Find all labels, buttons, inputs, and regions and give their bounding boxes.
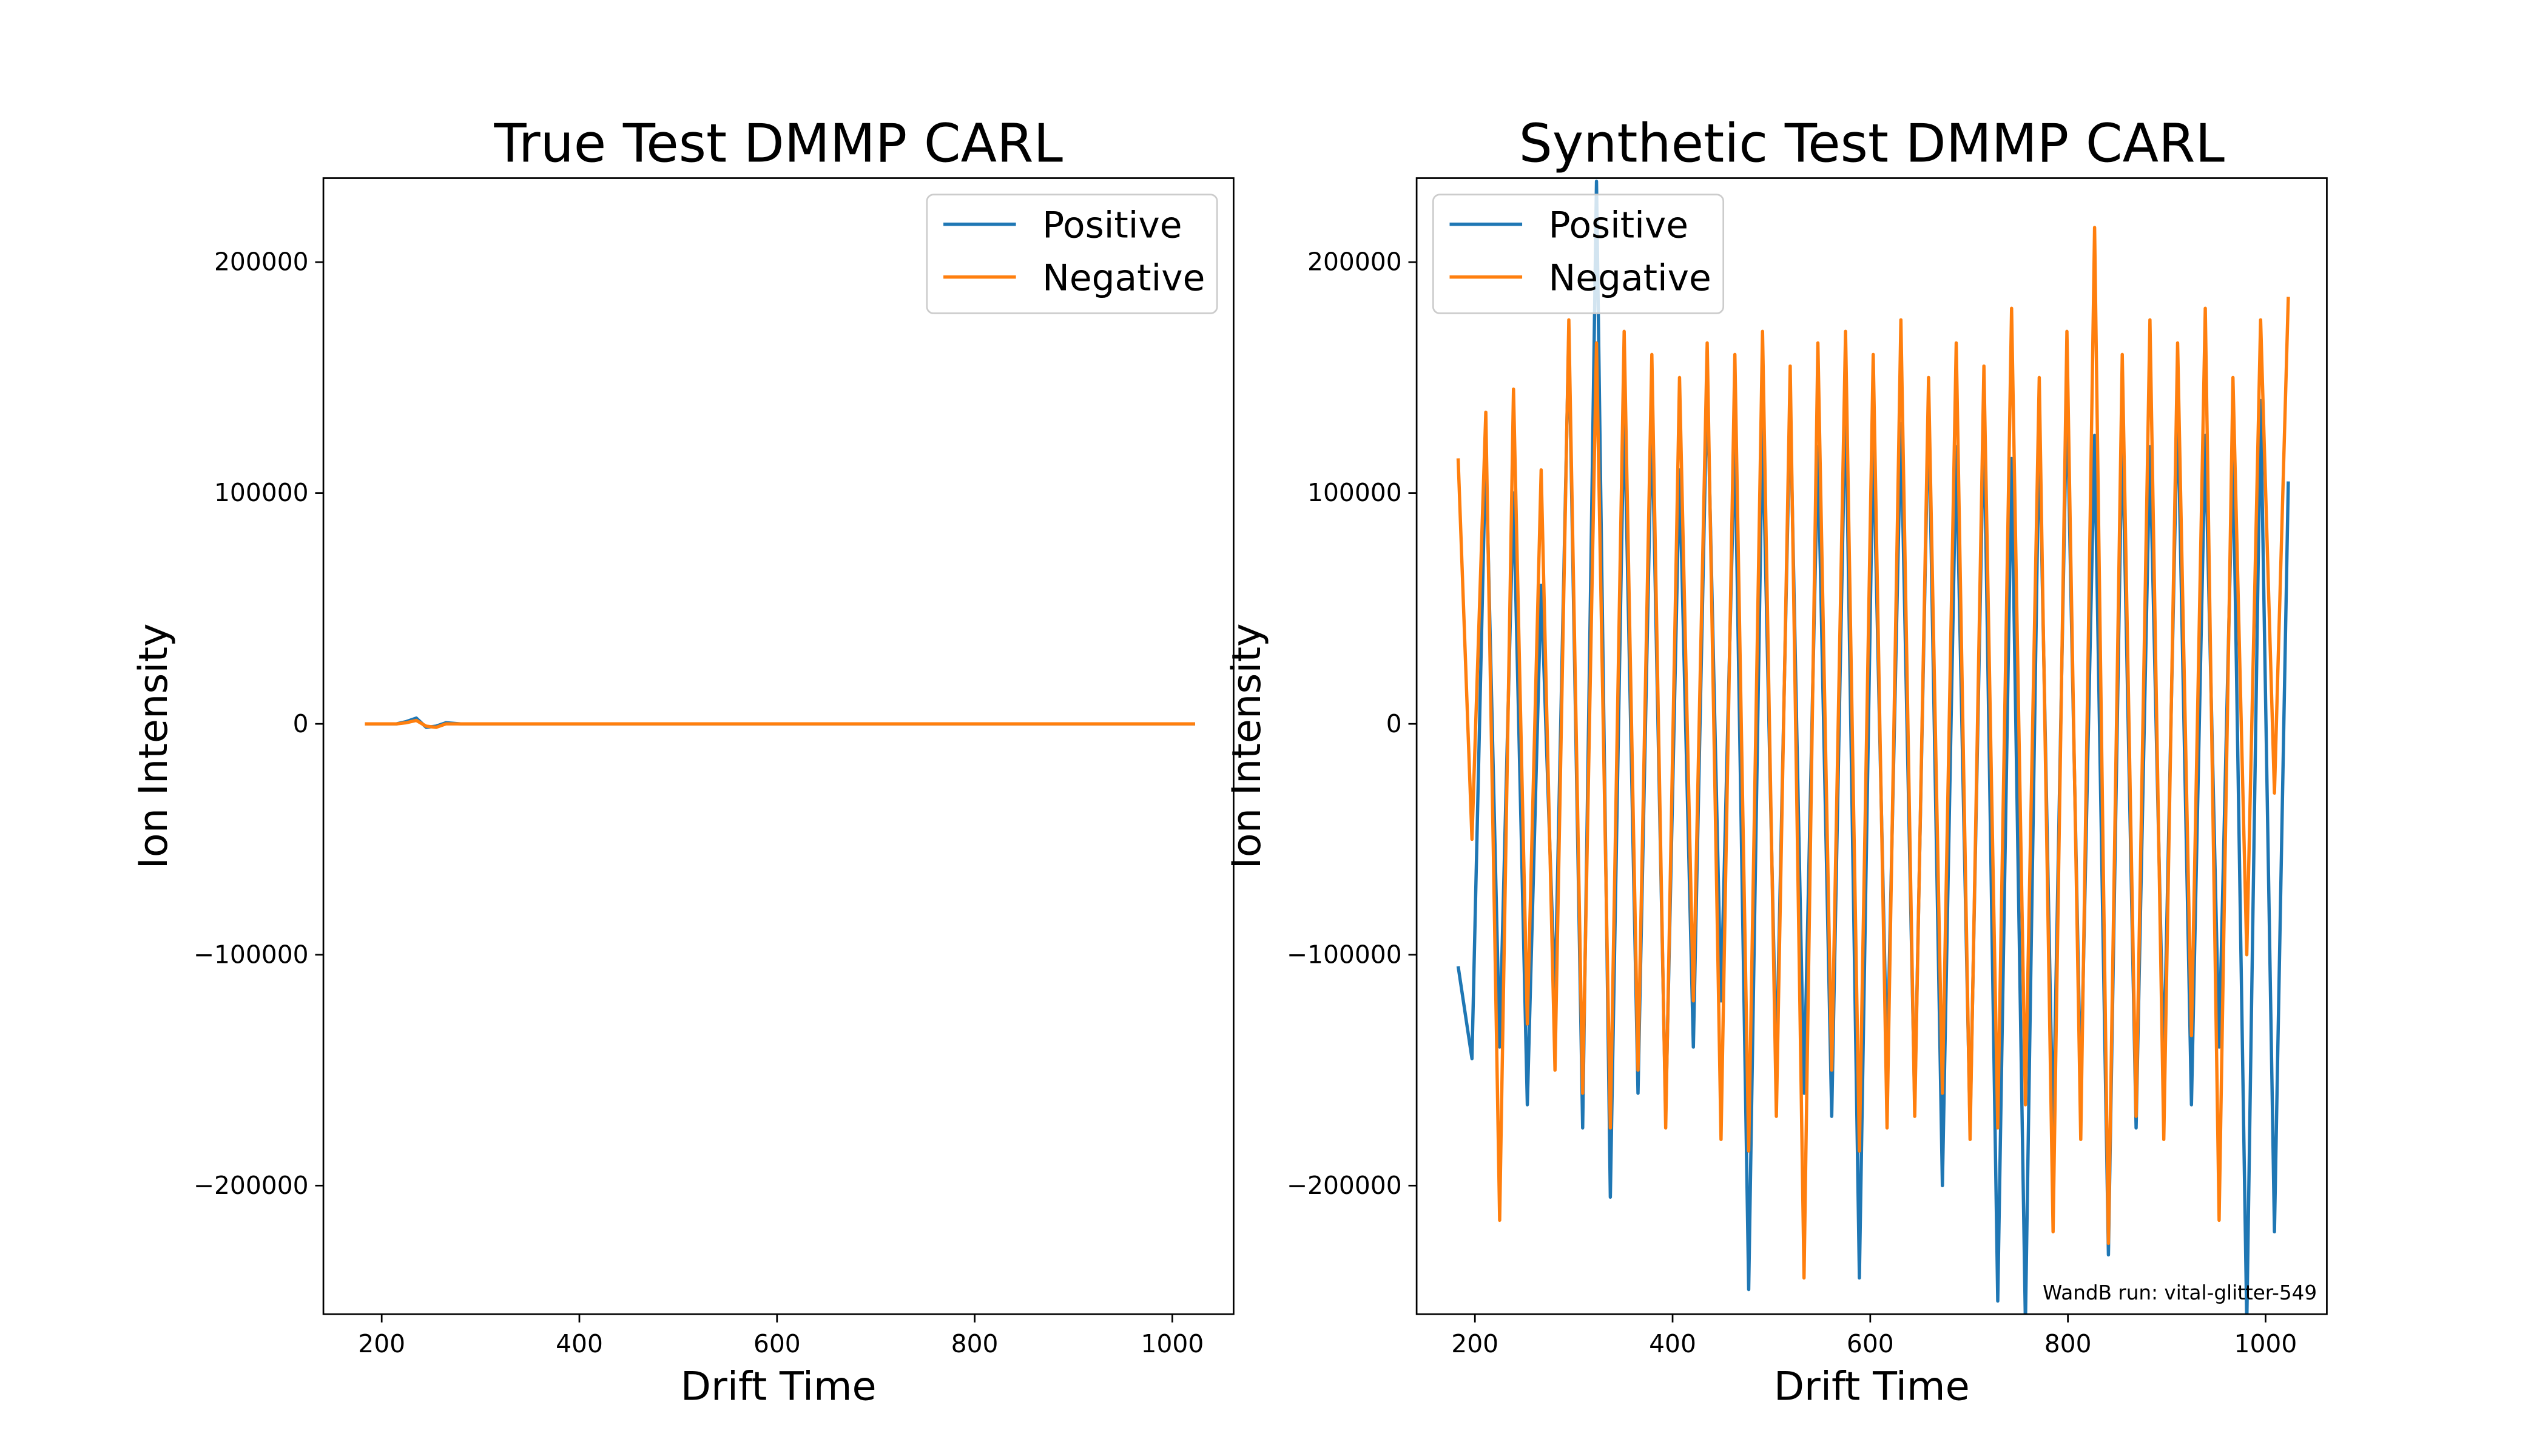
y-tick-label: −200000 (1287, 1171, 1402, 1200)
annotation: WandB run: vital-glitter-549 (2043, 1281, 2317, 1304)
x-tick-label: 1000 (1141, 1329, 1204, 1358)
series-line (1456, 180, 2290, 1315)
x-axis-label: Drift Time (681, 1364, 877, 1410)
x-tick-label: 800 (2044, 1329, 2092, 1358)
y-tick-label: −100000 (1287, 940, 1402, 969)
plot-area (365, 716, 1195, 729)
subplot: True Test DMMP CARL Drift Time Ion Intensi… (130, 112, 1235, 1410)
y-axis-label: Ion Intensity (1224, 623, 1270, 869)
x-tick-label: 1000 (2234, 1329, 2297, 1358)
subplot: Synthetic Test DMMP CARL Drift Time Ion In… (1224, 112, 2328, 1410)
x-tick-label: 200 (358, 1329, 405, 1358)
legend: Positive Negative (926, 194, 1218, 314)
series-line (1456, 226, 2290, 1280)
y-axis-label: Ion Intensity (130, 623, 177, 869)
y-tick-label: 100000 (1307, 478, 1402, 507)
y-tick-label: 200000 (1307, 248, 1402, 277)
x-tick-label: 400 (1649, 1329, 1696, 1358)
plot-area (1456, 180, 2290, 1315)
x-tick-label: 600 (1847, 1329, 1894, 1358)
legend-label: Positive (1549, 204, 1688, 246)
y-tick-label: 100000 (214, 478, 309, 507)
y-tick-label: 200000 (214, 248, 309, 277)
axes-frame (322, 177, 1235, 1315)
chart-title: True Test DMMP CARL (493, 112, 1063, 174)
legend-label: Negative (1549, 257, 1711, 299)
chart-title: Synthetic Test DMMP CARL (1519, 112, 2225, 174)
legend: Positive Negative (1432, 194, 1725, 314)
y-tick-label: −100000 (194, 940, 309, 969)
x-axis-label: Drift Time (1774, 1364, 1970, 1410)
y-tick-label: −200000 (194, 1171, 309, 1200)
x-tick-label: 800 (951, 1329, 999, 1358)
series-line (365, 718, 1195, 729)
y-tick-label: 0 (293, 709, 309, 738)
legend-label: Negative (1042, 257, 1205, 299)
x-tick-label: 600 (753, 1329, 801, 1358)
y-tick-label: 0 (1386, 709, 1402, 738)
x-tick-label: 400 (556, 1329, 603, 1358)
axes-frame (1415, 177, 2328, 1315)
x-tick-label: 200 (1451, 1329, 1498, 1358)
legend-label: Positive (1042, 204, 1182, 246)
